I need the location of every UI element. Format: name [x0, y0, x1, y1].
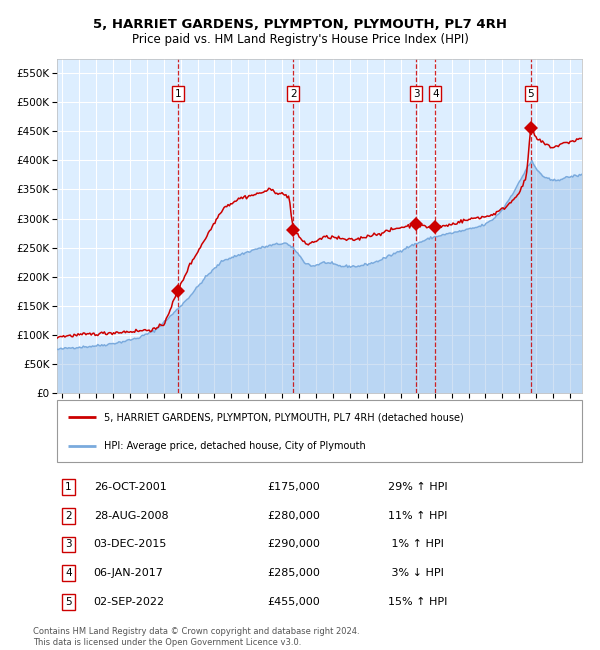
Text: 3: 3 [413, 88, 419, 99]
Text: 5: 5 [65, 597, 72, 606]
Text: 1% ↑ HPI: 1% ↑ HPI [388, 540, 443, 549]
Text: 5: 5 [527, 88, 534, 99]
Text: £290,000: £290,000 [267, 540, 320, 549]
Text: 1: 1 [65, 482, 72, 492]
Text: 02-SEP-2022: 02-SEP-2022 [94, 597, 165, 606]
Text: 5, HARRIET GARDENS, PLYMPTON, PLYMOUTH, PL7 4RH: 5, HARRIET GARDENS, PLYMPTON, PLYMOUTH, … [93, 18, 507, 31]
Text: 28-AUG-2008: 28-AUG-2008 [94, 511, 169, 521]
Text: 4: 4 [65, 568, 72, 578]
Text: 15% ↑ HPI: 15% ↑ HPI [388, 597, 447, 606]
Text: 3: 3 [65, 540, 72, 549]
Text: £285,000: £285,000 [267, 568, 320, 578]
Text: 3% ↓ HPI: 3% ↓ HPI [388, 568, 443, 578]
Text: 11% ↑ HPI: 11% ↑ HPI [388, 511, 447, 521]
FancyBboxPatch shape [57, 400, 582, 462]
Text: £455,000: £455,000 [267, 597, 320, 606]
Text: 4: 4 [432, 88, 439, 99]
Text: 2: 2 [290, 88, 296, 99]
Text: 5, HARRIET GARDENS, PLYMPTON, PLYMOUTH, PL7 4RH (detached house): 5, HARRIET GARDENS, PLYMPTON, PLYMOUTH, … [104, 412, 464, 422]
Text: 29% ↑ HPI: 29% ↑ HPI [388, 482, 448, 492]
Text: £280,000: £280,000 [267, 511, 320, 521]
Text: 26-OCT-2001: 26-OCT-2001 [94, 482, 167, 492]
Text: 03-DEC-2015: 03-DEC-2015 [94, 540, 167, 549]
Text: Price paid vs. HM Land Registry's House Price Index (HPI): Price paid vs. HM Land Registry's House … [131, 32, 469, 46]
Text: 1: 1 [175, 88, 181, 99]
Text: 2: 2 [65, 511, 72, 521]
Text: 06-JAN-2017: 06-JAN-2017 [94, 568, 164, 578]
Text: Contains HM Land Registry data © Crown copyright and database right 2024.
This d: Contains HM Land Registry data © Crown c… [33, 627, 359, 647]
Text: HPI: Average price, detached house, City of Plymouth: HPI: Average price, detached house, City… [104, 441, 366, 451]
Text: £175,000: £175,000 [267, 482, 320, 492]
